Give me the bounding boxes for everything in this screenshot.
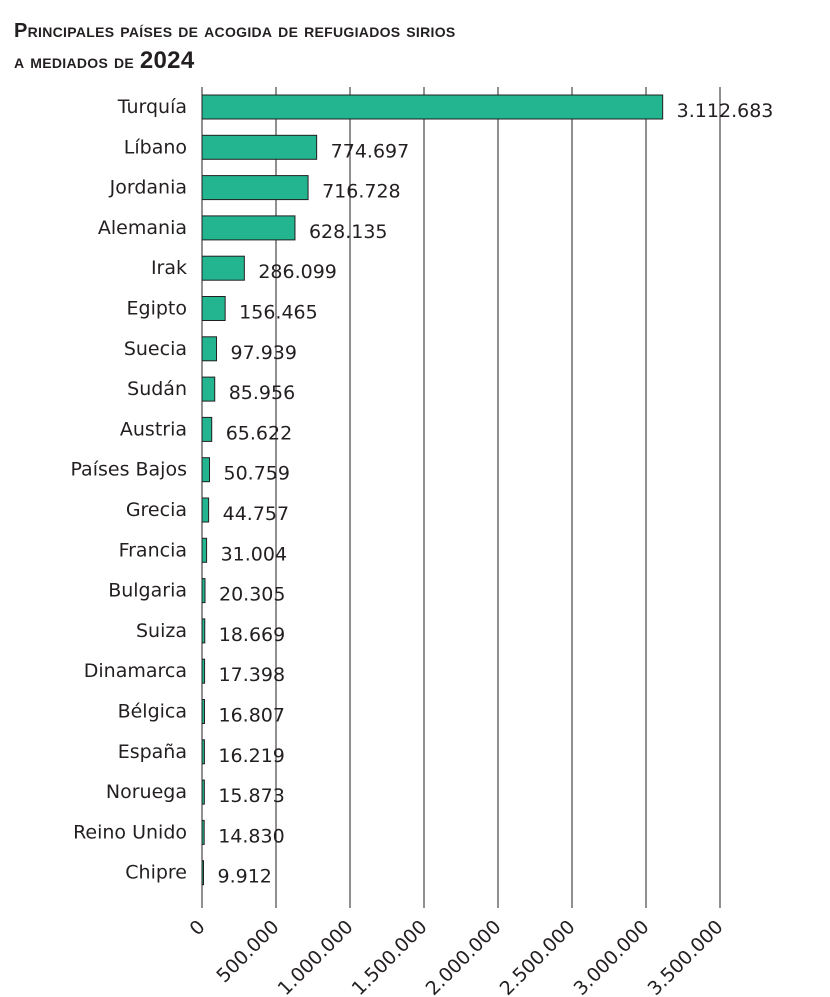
bar [201, 336, 217, 362]
bar [201, 134, 318, 160]
category-label: Austria [120, 418, 187, 440]
value-label: 18.669 [219, 624, 285, 646]
value-label: 44.757 [223, 503, 289, 525]
x-tick-label: 1.500.000 [348, 916, 432, 997]
category-label: Líbano [124, 136, 187, 158]
x-tick-label: 500.000 [212, 916, 283, 987]
value-label: 16.807 [218, 705, 284, 727]
bar [201, 376, 216, 402]
value-label: 20.305 [219, 584, 285, 606]
category-label: Países Bajos [70, 459, 187, 481]
value-label: 14.830 [218, 825, 284, 847]
bar [201, 537, 208, 563]
category-label: España [118, 741, 187, 763]
category-label: Egipto [127, 298, 187, 320]
chart-title-line2: a mediados de 2024 [14, 47, 195, 74]
x-tick-label: 1.000.000 [274, 916, 358, 997]
category-label: Grecia [126, 499, 187, 521]
category-label: Sudán [127, 378, 187, 400]
x-tick-label: 3.000.000 [570, 916, 654, 997]
bar [201, 416, 213, 442]
value-label: 85.956 [229, 382, 295, 404]
value-label: 9.912 [218, 866, 272, 888]
x-tick-label: 2.000.000 [422, 916, 506, 997]
value-label: 3.112.683 [677, 100, 774, 122]
bar [201, 255, 245, 281]
category-label: Dinamarca [84, 660, 187, 682]
bar [201, 457, 211, 483]
x-tick-label: 2.500.000 [496, 916, 580, 997]
value-label: 716.728 [322, 181, 401, 203]
chart-title: Principales países de acogida de refugia… [14, 16, 456, 77]
value-label: 628.135 [309, 221, 388, 243]
bar [201, 658, 206, 684]
category-label: Reino Unido [73, 821, 187, 843]
bar [201, 94, 664, 120]
value-label: 774.697 [331, 140, 410, 162]
category-label: Chipre [125, 862, 187, 884]
chart-title-line1: Principales países de acogida de refugia… [14, 20, 456, 42]
bar [201, 739, 205, 765]
x-tick-label: 3.500.000 [644, 916, 728, 997]
value-label: 65.622 [226, 422, 292, 444]
bar [201, 215, 296, 241]
value-label: 15.873 [218, 785, 284, 807]
bar [201, 578, 206, 604]
value-label: 97.939 [230, 342, 296, 364]
category-label: Suecia [124, 338, 187, 360]
value-label: 50.759 [224, 463, 290, 485]
category-label: Alemania [98, 217, 187, 239]
category-label: Suiza [136, 620, 187, 642]
bar [201, 699, 205, 724]
bar [201, 779, 205, 805]
category-label: Jordania [109, 177, 187, 199]
category-label: Francia [119, 539, 187, 561]
value-label: 156.465 [239, 302, 318, 324]
category-label: Noruega [106, 781, 187, 803]
bar [201, 296, 226, 321]
category-label: Bulgaria [108, 580, 187, 602]
value-label: 286.099 [258, 261, 337, 283]
x-tick-label: 0 [185, 916, 209, 940]
category-label: Turquía [117, 96, 187, 118]
bar [201, 497, 210, 523]
bar [201, 618, 206, 644]
category-label: Bélgica [118, 701, 187, 723]
chart-title-year: 2024 [139, 47, 195, 74]
bar [201, 819, 205, 845]
bar [201, 860, 204, 886]
category-label: Irak [151, 257, 187, 279]
value-label: 17.398 [219, 664, 285, 686]
value-label: 16.219 [218, 745, 284, 767]
bar [201, 175, 309, 201]
value-label: 31.004 [221, 543, 287, 565]
